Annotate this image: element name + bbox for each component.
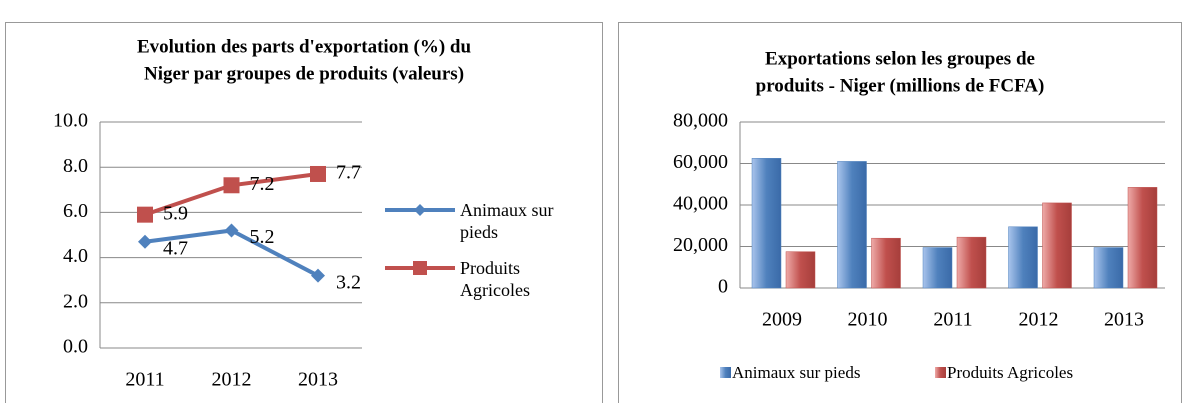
data-label: 5.9 — [163, 202, 188, 224]
bar — [751, 158, 782, 289]
bar — [785, 251, 816, 289]
legend-swatch — [720, 367, 731, 378]
y-tick-label: 20,000 — [673, 234, 728, 256]
y-tick-label: 2.0 — [63, 290, 88, 312]
x-tick-label: 2012 — [1019, 309, 1059, 331]
x-tick-label: 2011 — [933, 309, 972, 331]
bar — [1042, 202, 1072, 289]
legend-label: Animaux sur pieds — [732, 363, 860, 382]
y-tick-label: 0 — [718, 276, 728, 298]
bar — [922, 247, 953, 289]
bar — [1127, 187, 1158, 289]
bar — [871, 237, 901, 289]
data-label: 7.7 — [336, 162, 361, 184]
marker — [223, 177, 240, 194]
x-tick-label: 2013 — [298, 369, 338, 391]
y-tick-label: 0.0 — [63, 336, 88, 358]
y-tick-label: 60,000 — [673, 151, 728, 173]
marker — [137, 206, 153, 223]
legend-label: Animaux sur pieds — [460, 200, 554, 242]
chart-title: Exportations selon les groupes de — [765, 48, 1035, 69]
bar — [956, 236, 987, 289]
data-label: 4.7 — [163, 237, 188, 259]
legend-marker — [414, 204, 426, 216]
chart-title: produits - Niger (millions de FCFA) — [756, 75, 1045, 96]
marker — [311, 268, 325, 283]
chart-frame — [618, 22, 1182, 403]
bar — [1008, 226, 1038, 289]
marker — [138, 234, 152, 249]
y-tick-label: 80,000 — [673, 110, 728, 132]
chart-title: Evolution des parts d'exportation (%) du — [137, 36, 472, 57]
bar — [1093, 247, 1124, 289]
legend-marker — [413, 261, 427, 275]
data-label: 3.2 — [336, 271, 361, 293]
legend-label: Produits Agricoles — [460, 258, 530, 300]
chart-frame — [5, 22, 603, 403]
y-tick-label: 4.0 — [63, 245, 88, 267]
legend-label: Produits Agricoles — [947, 363, 1073, 382]
x-tick-label: 2012 — [212, 369, 252, 391]
x-tick-label: 2009 — [762, 309, 802, 331]
x-tick-label: 2010 — [848, 309, 888, 331]
x-tick-label: 2011 — [125, 369, 164, 391]
data-label: 5.2 — [250, 226, 275, 248]
y-tick-label: 10.0 — [53, 110, 88, 132]
data-label: 7.2 — [250, 173, 275, 195]
bar — [837, 161, 867, 289]
legend-swatch — [935, 367, 946, 378]
y-tick-label: 8.0 — [63, 155, 88, 177]
y-tick-label: 6.0 — [63, 200, 88, 222]
x-tick-label: 2013 — [1104, 309, 1144, 331]
marker — [224, 223, 239, 238]
chart-title: Niger par groupes de produits (valeurs) — [144, 63, 464, 84]
marker — [310, 165, 326, 182]
y-tick-label: 40,000 — [673, 193, 728, 215]
